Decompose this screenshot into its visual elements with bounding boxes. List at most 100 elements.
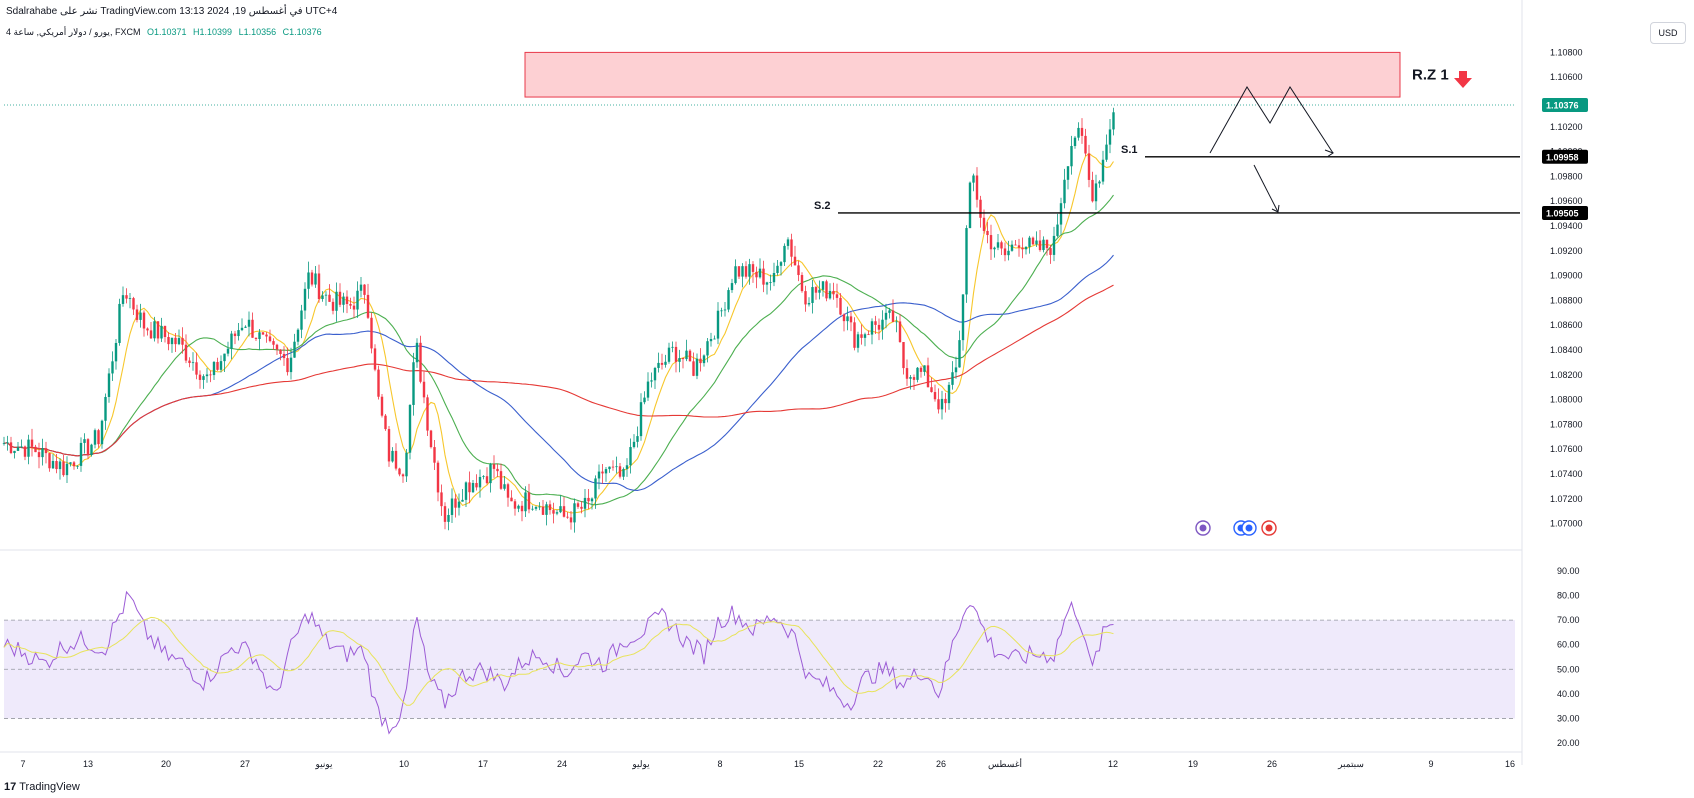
candle-body (867, 334, 870, 336)
candle-body (412, 362, 415, 405)
candle-body (919, 367, 923, 372)
candle-body (632, 441, 636, 448)
rsi-line (3, 590, 1114, 735)
time-tick-label: 12 (1108, 759, 1118, 769)
candle-body (289, 357, 293, 373)
candle-body (415, 342, 419, 363)
candle-body (832, 290, 835, 295)
candle-body (405, 452, 408, 477)
price-tick-label: 1.07800 (1550, 419, 1583, 429)
ma-slow-line (3, 254, 1114, 491)
candle-body (30, 439, 34, 447)
candle-body (1098, 181, 1101, 184)
price-tick-label: 1.09600 (1550, 196, 1583, 206)
candle-body (741, 266, 744, 277)
candle-body (408, 404, 412, 453)
candle-body (580, 506, 583, 509)
candle-body (625, 465, 629, 469)
candle-body (989, 235, 993, 250)
candle-body (440, 492, 443, 507)
candle-body (622, 468, 625, 477)
candle-body (727, 290, 730, 310)
candle-body (496, 468, 499, 472)
candle-body (6, 442, 9, 444)
candle-body (846, 316, 849, 322)
candle-body (664, 361, 667, 365)
candle-body (447, 514, 450, 522)
projection-path (1209, 86, 1334, 154)
candle-body (706, 341, 709, 356)
candle-body (576, 503, 580, 507)
candle-body (107, 373, 111, 397)
candle-body (324, 294, 328, 296)
price-label-text: 1.10376 (1546, 100, 1579, 110)
candle-body (912, 377, 916, 380)
rsi-tick-label: 40.00 (1557, 689, 1580, 699)
candle-body (513, 501, 517, 509)
candle-body (100, 420, 104, 445)
price-tick-label: 1.07000 (1550, 519, 1583, 529)
event-icon-dot (1199, 524, 1207, 532)
candle-body (293, 341, 296, 358)
price-tick-label: 1.08600 (1550, 320, 1583, 330)
ohlc-open: O1.10371 (146, 27, 187, 37)
candle-body (545, 504, 548, 515)
candle-body (464, 482, 468, 500)
candle-body (772, 273, 776, 283)
candle-body (450, 498, 454, 515)
price-label-box (1542, 205, 1588, 220)
candle-body (167, 337, 170, 345)
candle-body (629, 447, 632, 466)
currency-button[interactable]: USD (1650, 22, 1686, 44)
candle-body (156, 321, 160, 339)
ohlc-close: C1.10376 (282, 27, 322, 37)
candle-body (240, 327, 244, 331)
candle-body (251, 319, 254, 338)
candle-body (1066, 166, 1070, 180)
candle-body (870, 321, 874, 335)
support-level-label: S.2 (814, 200, 831, 212)
candle-body (97, 430, 100, 445)
candle-body (615, 466, 618, 468)
candle-body (62, 461, 65, 476)
candle-body (335, 291, 338, 311)
candle-body (394, 450, 398, 469)
candle-body (762, 268, 765, 285)
candle-body (461, 499, 464, 502)
candle-body (531, 508, 534, 510)
candle-body (482, 476, 485, 478)
candle-body (1052, 235, 1056, 255)
candle-body (678, 358, 681, 362)
publish-info: Sdalrahabe نشر على TradingView.com في أغ… (6, 6, 338, 17)
candle-body (692, 361, 695, 376)
price-label-box (1542, 149, 1588, 164)
candle-body (916, 367, 919, 380)
time-tick-label: 20 (161, 759, 171, 769)
candle-body (37, 452, 41, 458)
candle-body (76, 465, 79, 467)
candle-body (387, 429, 391, 462)
candle-body (723, 309, 727, 311)
candle-body (552, 510, 555, 514)
candle-body (573, 503, 576, 523)
candle-body (48, 453, 51, 469)
projection-arrow-icon (1271, 204, 1280, 213)
candle-body (937, 399, 940, 410)
symbol-info: يورو / دولار أمريكي, ساعة 4, FXCM O1.103… (6, 27, 322, 38)
candle-body (594, 478, 597, 499)
candle-body (839, 297, 842, 315)
time-tick-label: أغسطس (988, 757, 1022, 770)
candle-body (1003, 248, 1007, 256)
candle-body (279, 349, 282, 354)
candle-body (814, 287, 818, 293)
event-icon-dot (1245, 524, 1253, 532)
resistance-zone (524, 51, 1401, 98)
rsi-tick-label: 70.00 (1557, 615, 1580, 625)
price-tick-label: 1.09400 (1550, 221, 1583, 231)
candle-body (636, 436, 639, 442)
candle-body (688, 350, 692, 362)
price-tick-label: 1.09000 (1550, 271, 1583, 281)
candle-body (972, 175, 975, 183)
candle-body (426, 397, 429, 431)
